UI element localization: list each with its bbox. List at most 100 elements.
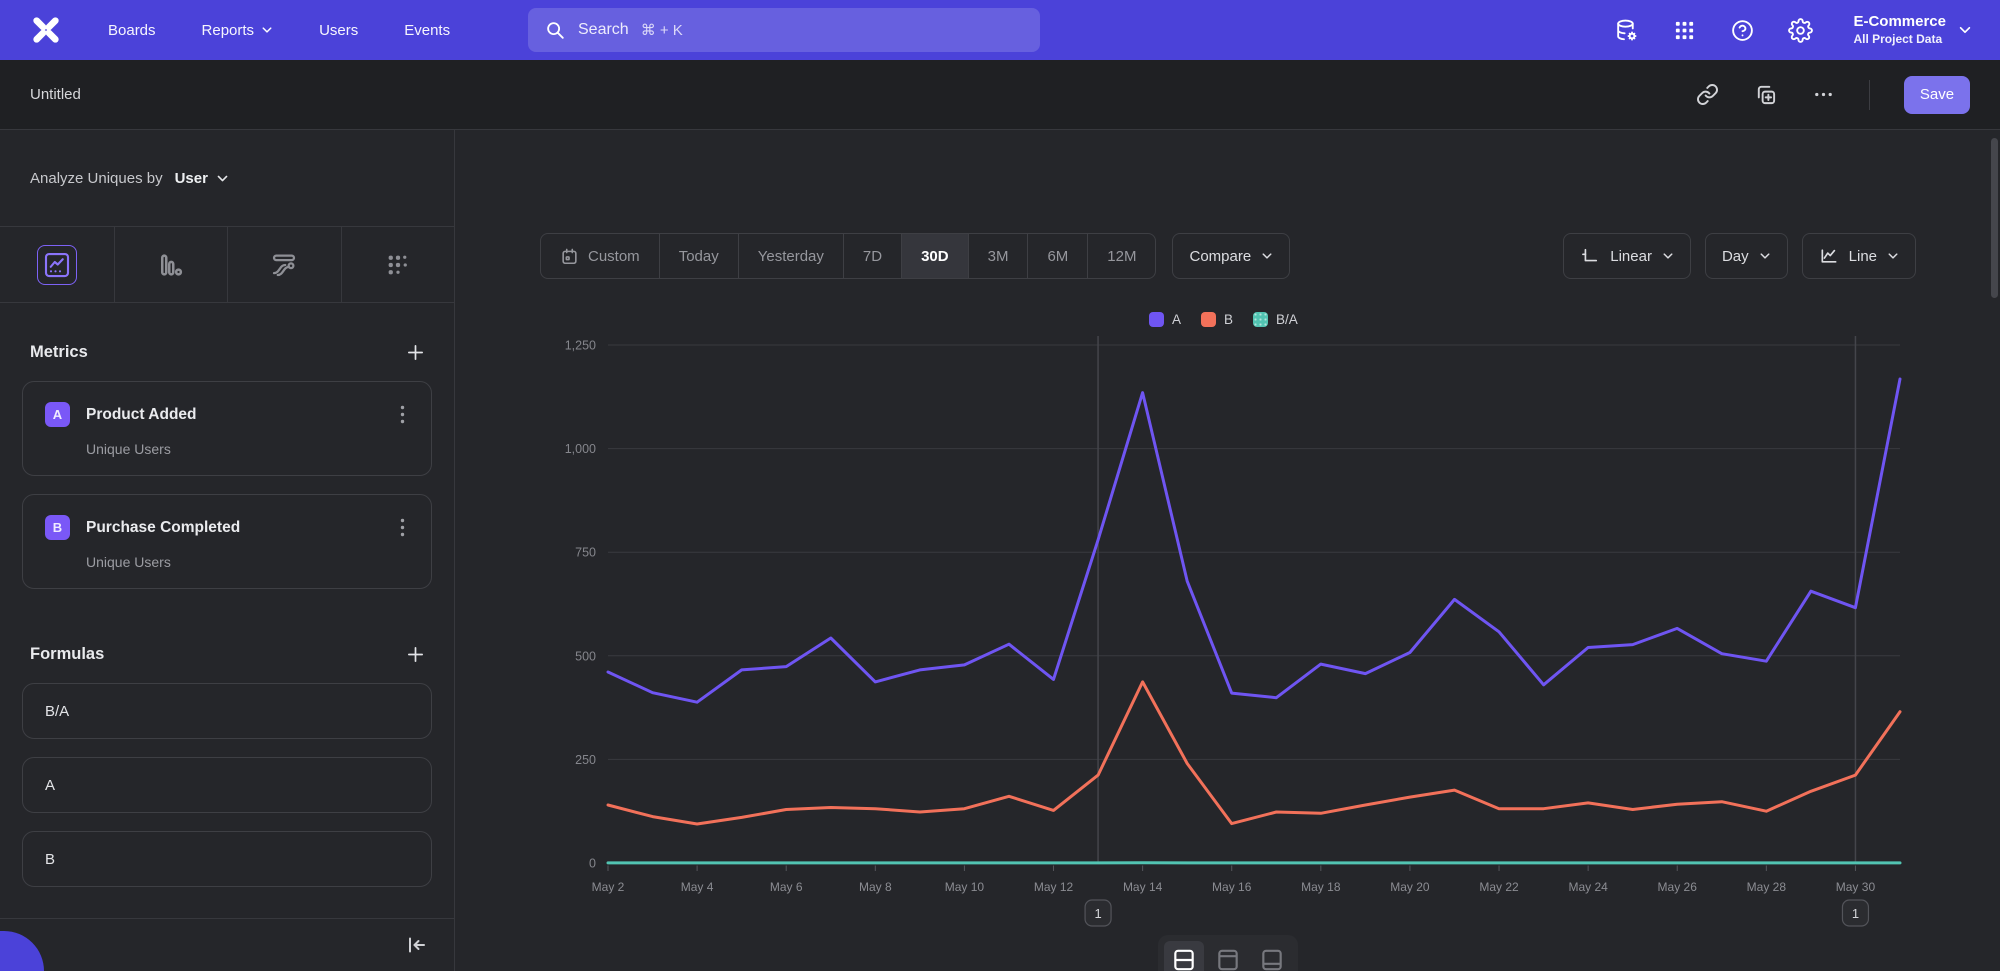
mixpanel-logo-icon[interactable] [28, 12, 64, 48]
tab-insights-line[interactable] [0, 227, 114, 302]
metric-menu-icon[interactable] [393, 518, 411, 537]
report-actions: Save [1695, 75, 1970, 114]
range-yesterday[interactable]: Yesterday [739, 234, 844, 278]
date-range-picker: Custom Today Yesterday 7D 30D 3M 6M 12M [540, 233, 1157, 279]
analyze-uniques-selector[interactable]: Analyze Uniques by User [0, 130, 454, 227]
settings-gear-icon[interactable] [1787, 17, 1813, 43]
report-header-bar: Untitled Save [0, 60, 2000, 130]
uniques-line-chart[interactable]: 0 250 500 750 1,000 1,250 May 2 May 4 May 6 May 8… [540, 290, 1940, 970]
series-line-b[interactable] [606, 680, 1902, 826]
range-today[interactable]: Today [660, 234, 739, 278]
series-line-a[interactable] [606, 377, 1902, 704]
legend-swatch-a [1149, 312, 1164, 327]
svg-text:1,250: 1,250 [565, 339, 596, 353]
formulas-heading: Formulas [30, 644, 105, 663]
range-label: Custom [588, 247, 640, 265]
svg-text:250: 250 [575, 753, 596, 767]
x-axis: May 2 May 4 May 6 May 8 May 10 May 12 May 14 Ma… [592, 865, 1876, 894]
range-30d[interactable]: 30D [902, 234, 969, 278]
svg-text:May 28: May 28 [1747, 880, 1787, 894]
tab-bar-chart[interactable] [113, 227, 228, 302]
svg-text:May 12: May 12 [1034, 880, 1074, 894]
analyze-prefix-label: Analyze Uniques by [30, 169, 163, 187]
nav-right-group: E-Commerce All Project Data [1613, 13, 1972, 47]
svg-text:May 20: May 20 [1390, 880, 1430, 894]
legend-item-b[interactable]: B [1201, 312, 1233, 327]
scale-label: Linear [1610, 247, 1652, 265]
range-7d[interactable]: 7D [844, 234, 903, 278]
metric-measure[interactable]: Unique Users [86, 554, 171, 570]
more-options-icon[interactable] [1811, 83, 1835, 107]
search-input[interactable]: Search ⌘ + K [528, 8, 1040, 52]
svg-text:May 26: May 26 [1658, 880, 1698, 894]
svg-text:1,000: 1,000 [565, 442, 596, 456]
duplicate-icon[interactable] [1753, 83, 1777, 107]
search-placeholder: Search [578, 21, 629, 38]
chevron-down-icon [1888, 253, 1898, 259]
add-metric-button[interactable] [404, 341, 426, 363]
legend-item-a[interactable]: A [1149, 312, 1181, 327]
formula-card-ba[interactable]: B/A [22, 683, 432, 739]
compare-dropdown[interactable]: Compare [1172, 233, 1291, 279]
range-custom[interactable]: Custom [541, 234, 660, 278]
svg-text:1: 1 [1852, 906, 1859, 921]
range-12m[interactable]: 12M [1088, 234, 1155, 278]
svg-text:0: 0 [589, 857, 596, 871]
svg-text:May 30: May 30 [1836, 880, 1876, 894]
linear-scale-icon [1582, 248, 1598, 262]
metrics-heading: Metrics [30, 342, 88, 361]
report-title[interactable]: Untitled [30, 86, 81, 103]
save-button[interactable]: Save [1904, 75, 1970, 114]
add-formula-button[interactable] [404, 643, 426, 665]
chart-type-dropdown[interactable]: Line [1801, 233, 1916, 279]
y-axis-grid: 0 250 500 750 1,000 1,250 [565, 339, 1900, 871]
svg-text:750: 750 [575, 546, 596, 560]
range-3m[interactable]: 3M [969, 234, 1029, 278]
calendar-icon [562, 248, 577, 264]
chevron-down-icon [262, 27, 272, 33]
nav-users[interactable]: Users [319, 21, 359, 39]
metric-card-b[interactable]: B Purchase Completed Unique Users [22, 494, 432, 589]
annotation-badge[interactable] [1084, 899, 1112, 927]
nav-reports[interactable]: Reports [202, 22, 274, 39]
bar-chart-icon [156, 250, 186, 280]
metric-card-a[interactable]: A Product Added Unique Users [22, 381, 432, 476]
metric-measure[interactable]: Unique Users [86, 441, 171, 457]
nav-events[interactable]: Events [404, 21, 451, 39]
formula-card-a[interactable]: A [22, 757, 432, 813]
primary-nav: Boards Reports Users Events [108, 22, 450, 39]
tab-retention[interactable] [340, 227, 455, 302]
svg-text:1: 1 [1094, 906, 1101, 921]
scrollbar-thumb[interactable] [1991, 138, 1998, 298]
display-controls: Linear Day Line [1563, 233, 1916, 279]
interval-dropdown[interactable]: Day [1704, 233, 1788, 279]
help-icon[interactable] [1729, 17, 1755, 43]
collapse-sidebar-icon[interactable] [404, 933, 428, 957]
sidebar-footer [0, 918, 454, 971]
tab-flows[interactable] [227, 227, 341, 302]
svg-text:May 22: May 22 [1479, 880, 1519, 894]
chart-area[interactable]: 0 250 500 750 1,000 1,250 May 2 May 4 May 6 May 8… [540, 290, 1940, 970]
copy-link-icon[interactable] [1695, 83, 1719, 107]
layout-split-icon[interactable] [1164, 941, 1204, 971]
svg-text:May 24: May 24 [1568, 880, 1608, 894]
scale-dropdown[interactable]: Linear [1563, 233, 1691, 279]
layout-bottom-icon[interactable] [1252, 941, 1292, 971]
svg-text:May 6: May 6 [770, 880, 803, 894]
nav-boards[interactable]: Boards [108, 21, 156, 39]
chevron-down-icon [1959, 26, 1971, 34]
legend-item-ba[interactable]: B/A [1253, 312, 1298, 327]
formula-card-b[interactable]: B [22, 831, 432, 887]
layout-top-icon[interactable] [1208, 941, 1248, 971]
annotation-badge[interactable] [1841, 899, 1870, 927]
chevron-down-icon [1760, 253, 1770, 259]
project-selector[interactable]: E-Commerce All Project Data [1853, 13, 1972, 47]
data-management-icon[interactable] [1613, 17, 1639, 43]
range-6m[interactable]: 6M [1028, 234, 1089, 278]
apps-grid-icon[interactable] [1671, 17, 1697, 43]
project-name: E-Commerce [1853, 13, 1946, 31]
compare-label: Compare [1189, 247, 1252, 265]
metric-menu-icon[interactable] [393, 405, 411, 424]
